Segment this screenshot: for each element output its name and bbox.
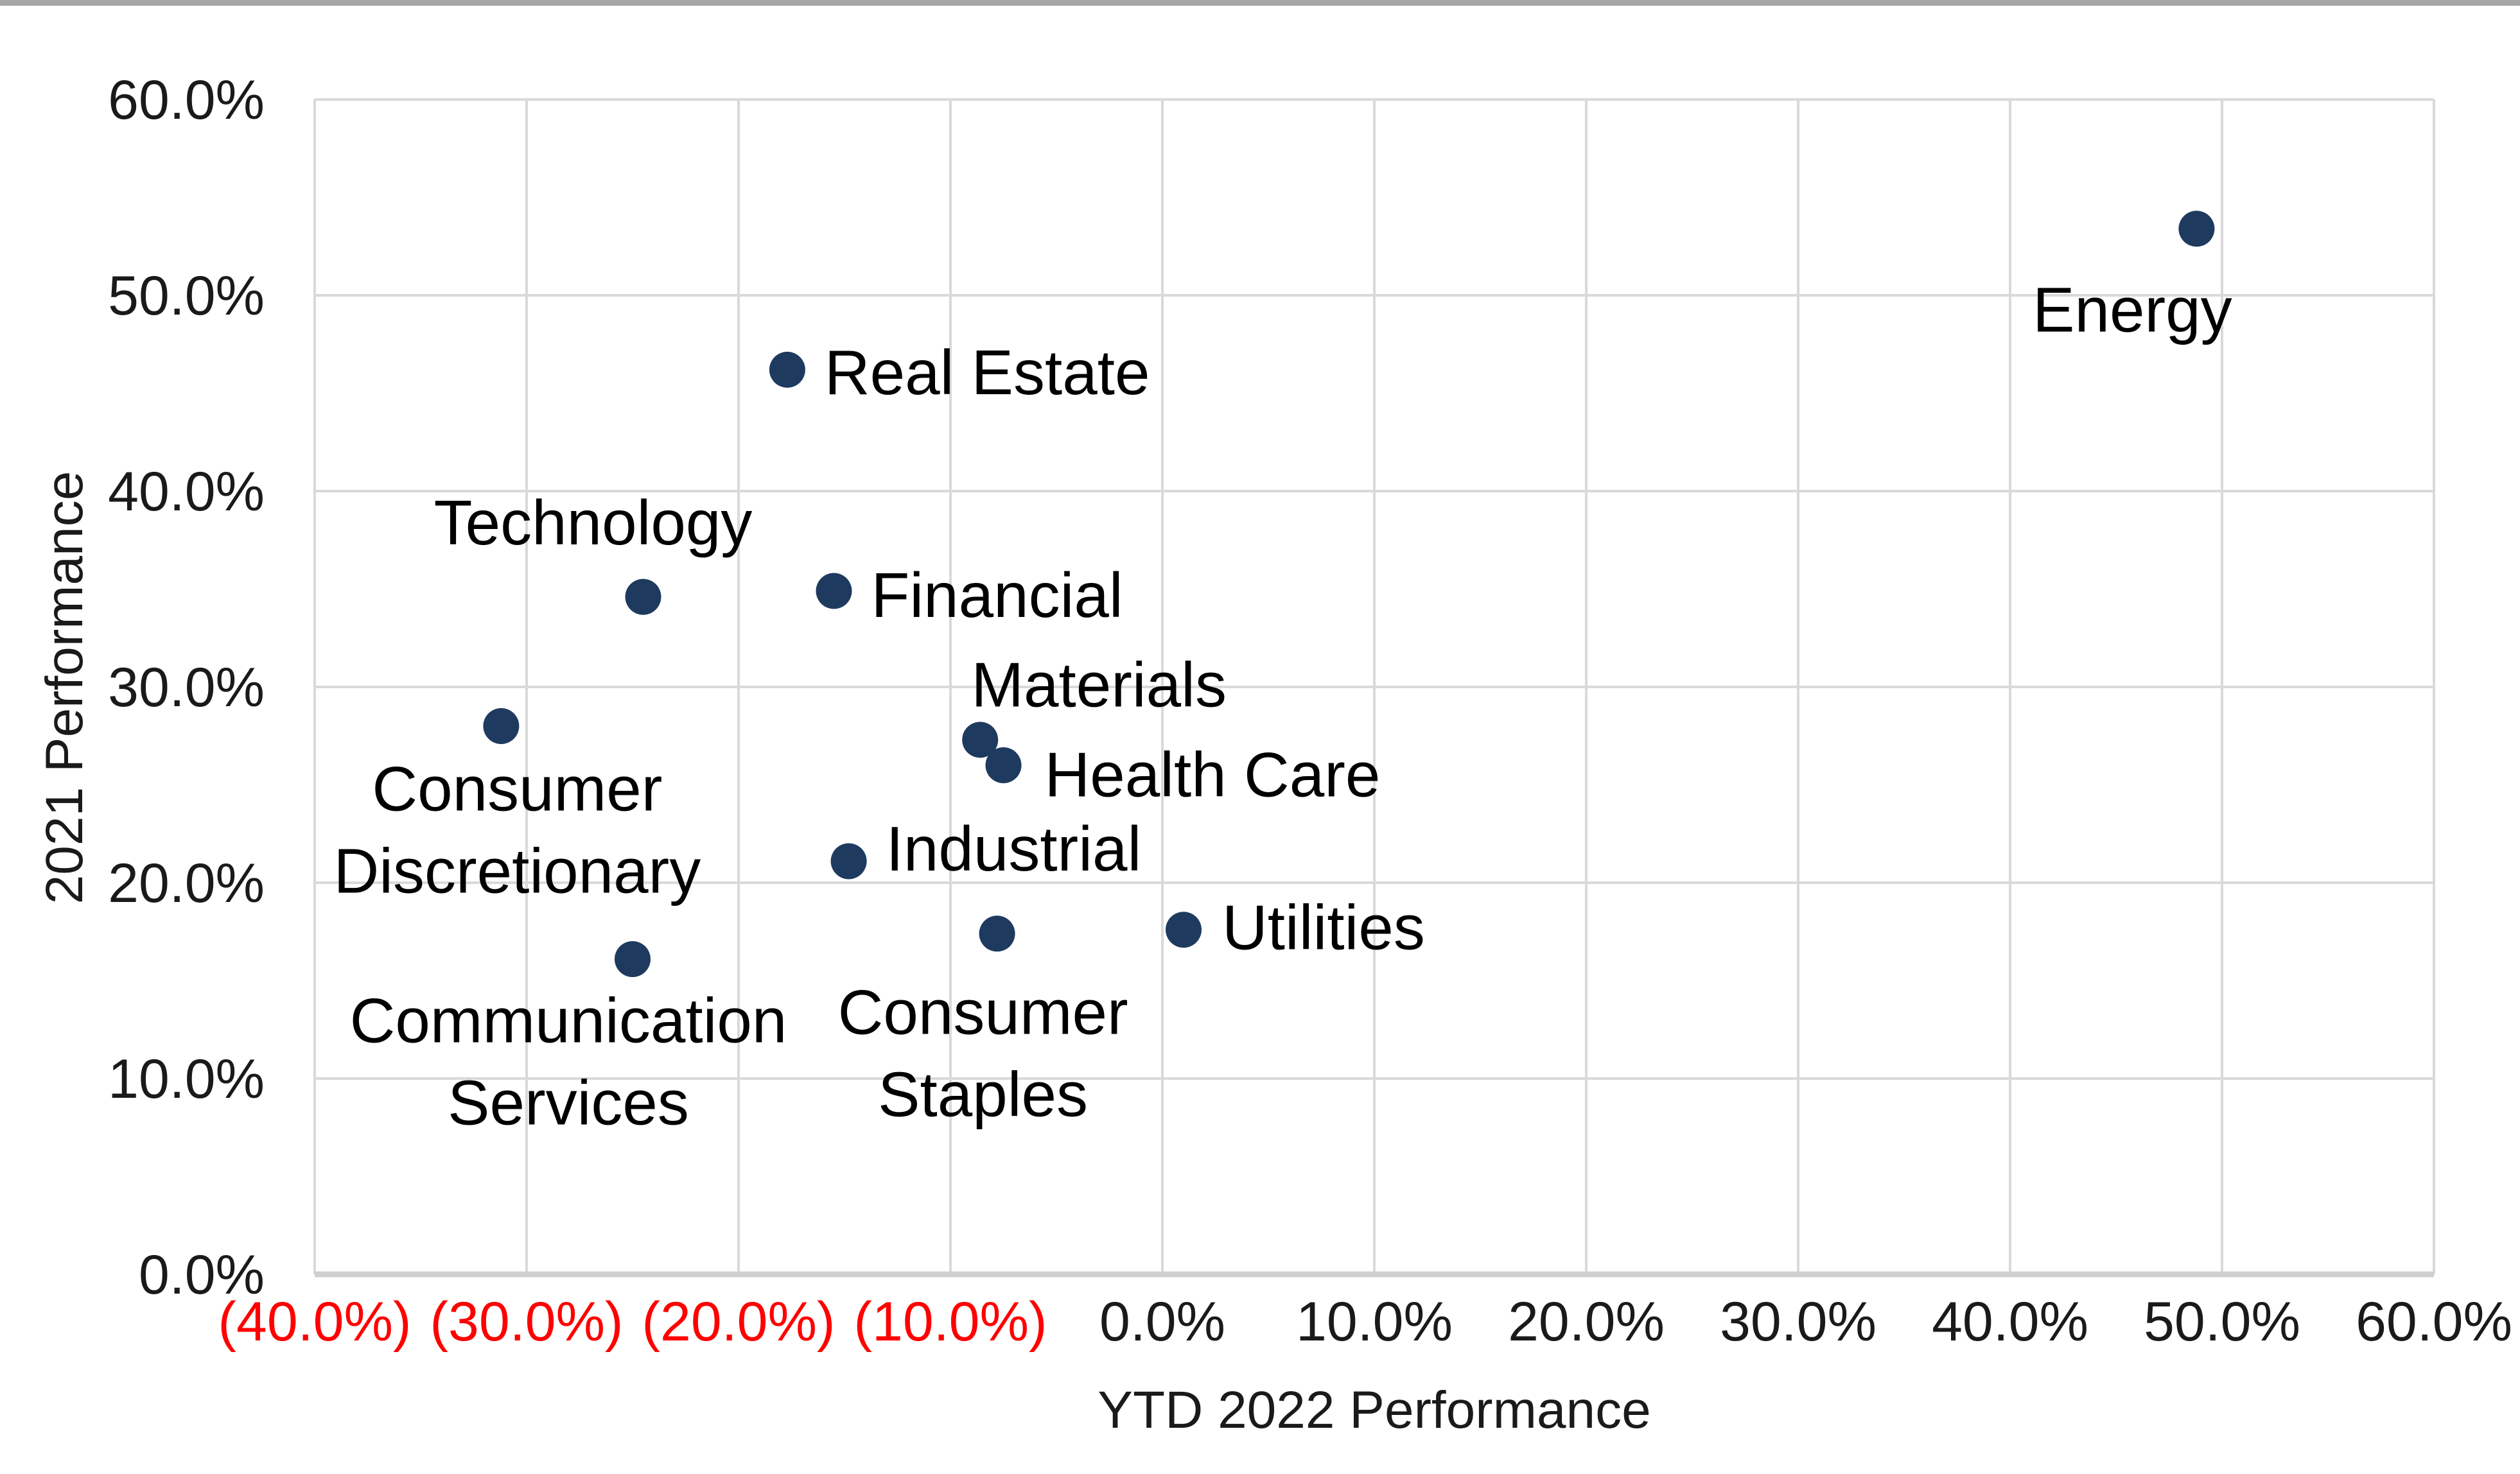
data-point-energy bbox=[2178, 211, 2215, 247]
data-label-consumer-discretionary: Discretionary bbox=[333, 835, 701, 906]
data-label-financial: Financial bbox=[871, 560, 1123, 630]
data-point-technology bbox=[625, 578, 661, 615]
data-point-materials bbox=[962, 722, 999, 758]
data-label-real-estate: Real Estate bbox=[825, 337, 1150, 408]
x-axis-tick-label: 20.0% bbox=[1508, 1291, 1665, 1353]
data-label-energy: Energy bbox=[2033, 275, 2232, 345]
data-point-consumer-staples bbox=[979, 915, 1015, 952]
data-point-utilities bbox=[1166, 912, 1202, 948]
data-point-communication-services bbox=[615, 941, 651, 977]
y-axis-tick-label: 0.0% bbox=[139, 1244, 265, 1306]
x-axis-tick-label: 0.0% bbox=[1099, 1291, 1225, 1353]
data-label-utilities: Utilities bbox=[1222, 892, 1425, 963]
x-axis-tick-label: (30.0%) bbox=[430, 1291, 623, 1353]
data-point-financial bbox=[816, 573, 852, 609]
y-axis-tick-label: 50.0% bbox=[108, 265, 265, 327]
data-label-consumer-staples: Staples bbox=[878, 1059, 1088, 1130]
data-point-real-estate bbox=[769, 351, 805, 388]
data-label-technology: Technology bbox=[434, 487, 753, 558]
x-axis-tick-label: 30.0% bbox=[1720, 1291, 1877, 1353]
y-axis-tick-label: 30.0% bbox=[108, 657, 265, 718]
x-axis-tick-label: 50.0% bbox=[2144, 1291, 2300, 1353]
y-axis-tick-label: 60.0% bbox=[108, 69, 265, 131]
x-axis-tick-label: (10.0%) bbox=[853, 1291, 1047, 1353]
data-point-consumer-discretionary bbox=[483, 708, 520, 744]
data-point-health-care bbox=[985, 747, 1022, 783]
x-axis-tick-label: (40.0%) bbox=[218, 1291, 411, 1353]
x-axis-tick-label: 40.0% bbox=[1932, 1291, 2088, 1353]
data-label-consumer-discretionary: Consumer bbox=[372, 753, 662, 824]
y-axis-tick-label: 20.0% bbox=[108, 853, 265, 914]
data-label-communication-services: Services bbox=[448, 1067, 689, 1138]
data-label-industrial: Industrial bbox=[886, 813, 1142, 884]
y-axis-tick-label: 40.0% bbox=[108, 461, 265, 523]
data-label-health-care: Health Care bbox=[1045, 739, 1381, 810]
y-axis-tick-label: 10.0% bbox=[108, 1048, 265, 1110]
x-axis-title: YTD 2022 Performance bbox=[1098, 1381, 1651, 1439]
y-axis-title: 2021 Performance bbox=[35, 471, 94, 905]
data-label-materials: Materials bbox=[971, 650, 1227, 720]
x-axis-tick-label: 60.0% bbox=[2356, 1291, 2512, 1353]
x-axis-tick-label: (20.0%) bbox=[642, 1291, 835, 1353]
data-label-consumer-staples: Consumer bbox=[838, 977, 1128, 1048]
data-point-industrial bbox=[830, 843, 867, 880]
x-axis-tick-label: 10.0% bbox=[1296, 1291, 1453, 1353]
data-label-communication-services: Communication bbox=[350, 985, 787, 1055]
window-top-edge bbox=[0, 0, 2520, 6]
